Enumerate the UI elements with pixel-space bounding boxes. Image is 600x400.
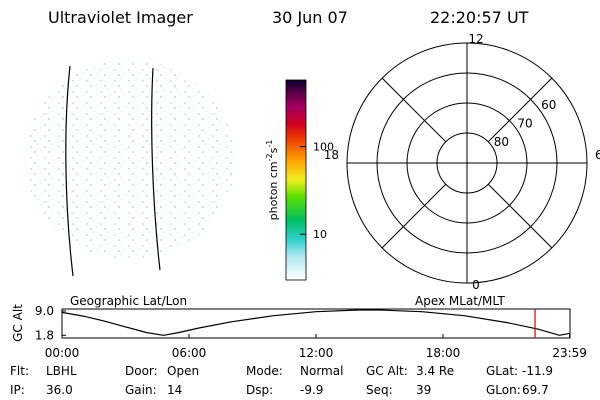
- image-label: Geographic Lat/Lon: [70, 294, 187, 308]
- colorbar-tick-label: 100: [313, 141, 334, 154]
- geo-meridian: [65, 65, 74, 277]
- geo-meridian: [151, 67, 161, 271]
- info-value: Normal: [300, 364, 343, 378]
- info-label: Mode:: [246, 364, 283, 378]
- emission-speckle: [25, 60, 235, 260]
- info-value: LBHL: [46, 364, 77, 378]
- mlt-spoke: [487, 77, 553, 143]
- mlt-label: 6: [595, 148, 600, 162]
- altitude-line: [61, 309, 571, 336]
- lat-label: 70: [517, 117, 532, 131]
- info-label: Door:: [125, 364, 158, 378]
- info-label: GLon:: [486, 383, 521, 397]
- mlt-label: 12: [468, 32, 483, 46]
- info-label: Flt:: [10, 364, 29, 378]
- colorbar-label: photon cm-2s-1: [265, 140, 280, 221]
- date: 30 Jun 07: [272, 8, 348, 27]
- info-value: 3.4 Re: [416, 364, 454, 378]
- y-tick-label: 1.8: [35, 328, 54, 342]
- lat-label: 80: [494, 135, 509, 149]
- info-label: IP:: [10, 383, 25, 397]
- info-label: GC Alt:: [366, 364, 408, 378]
- info-value: 36.0: [46, 383, 73, 397]
- mlt-label: 18: [324, 148, 339, 162]
- colorbar-unit: s: [267, 147, 280, 153]
- info-label: Dsp:: [246, 383, 273, 397]
- polar-label: Apex MLat/MLT: [415, 294, 505, 308]
- mlt-spoke: [381, 183, 447, 249]
- info-label: Seq:: [366, 383, 393, 397]
- info-label: Gain:: [125, 383, 157, 397]
- info-value: Open: [167, 364, 199, 378]
- lat-label: 60: [541, 98, 556, 112]
- time: 22:20:57 UT: [430, 8, 529, 27]
- info-value: -9.9: [300, 383, 323, 397]
- y-tick-label: 9.0: [35, 304, 54, 318]
- x-tick-label: 00:00: [45, 346, 80, 360]
- info-value: 69.7: [522, 383, 549, 397]
- info-value: 14: [167, 383, 182, 397]
- x-tick-label: 18:00: [426, 346, 461, 360]
- colorbar-exponent: -2: [265, 153, 274, 161]
- mlt-label: 0: [472, 278, 480, 292]
- colorbar-tick-label: 10: [313, 228, 327, 241]
- y-axis-label: GC Alt: [11, 304, 25, 342]
- x-tick-label: 23:59: [552, 346, 587, 360]
- x-tick-label: 06:00: [172, 346, 207, 360]
- info-value: 39: [416, 383, 431, 397]
- timeline-frame: [61, 308, 571, 339]
- mlt-spoke: [381, 77, 447, 143]
- uv-image: [25, 60, 235, 277]
- mlt-spoke: [487, 183, 553, 249]
- colorbar-unit: photon cm: [267, 161, 280, 220]
- colorbar-exponent: -1: [265, 140, 274, 148]
- info-value: -11.9: [522, 364, 553, 378]
- x-tick-label: 12:00: [299, 346, 334, 360]
- colorbar: [285, 79, 307, 281]
- info-label: GLat:: [486, 364, 518, 378]
- title: Ultraviolet Imager: [48, 8, 193, 27]
